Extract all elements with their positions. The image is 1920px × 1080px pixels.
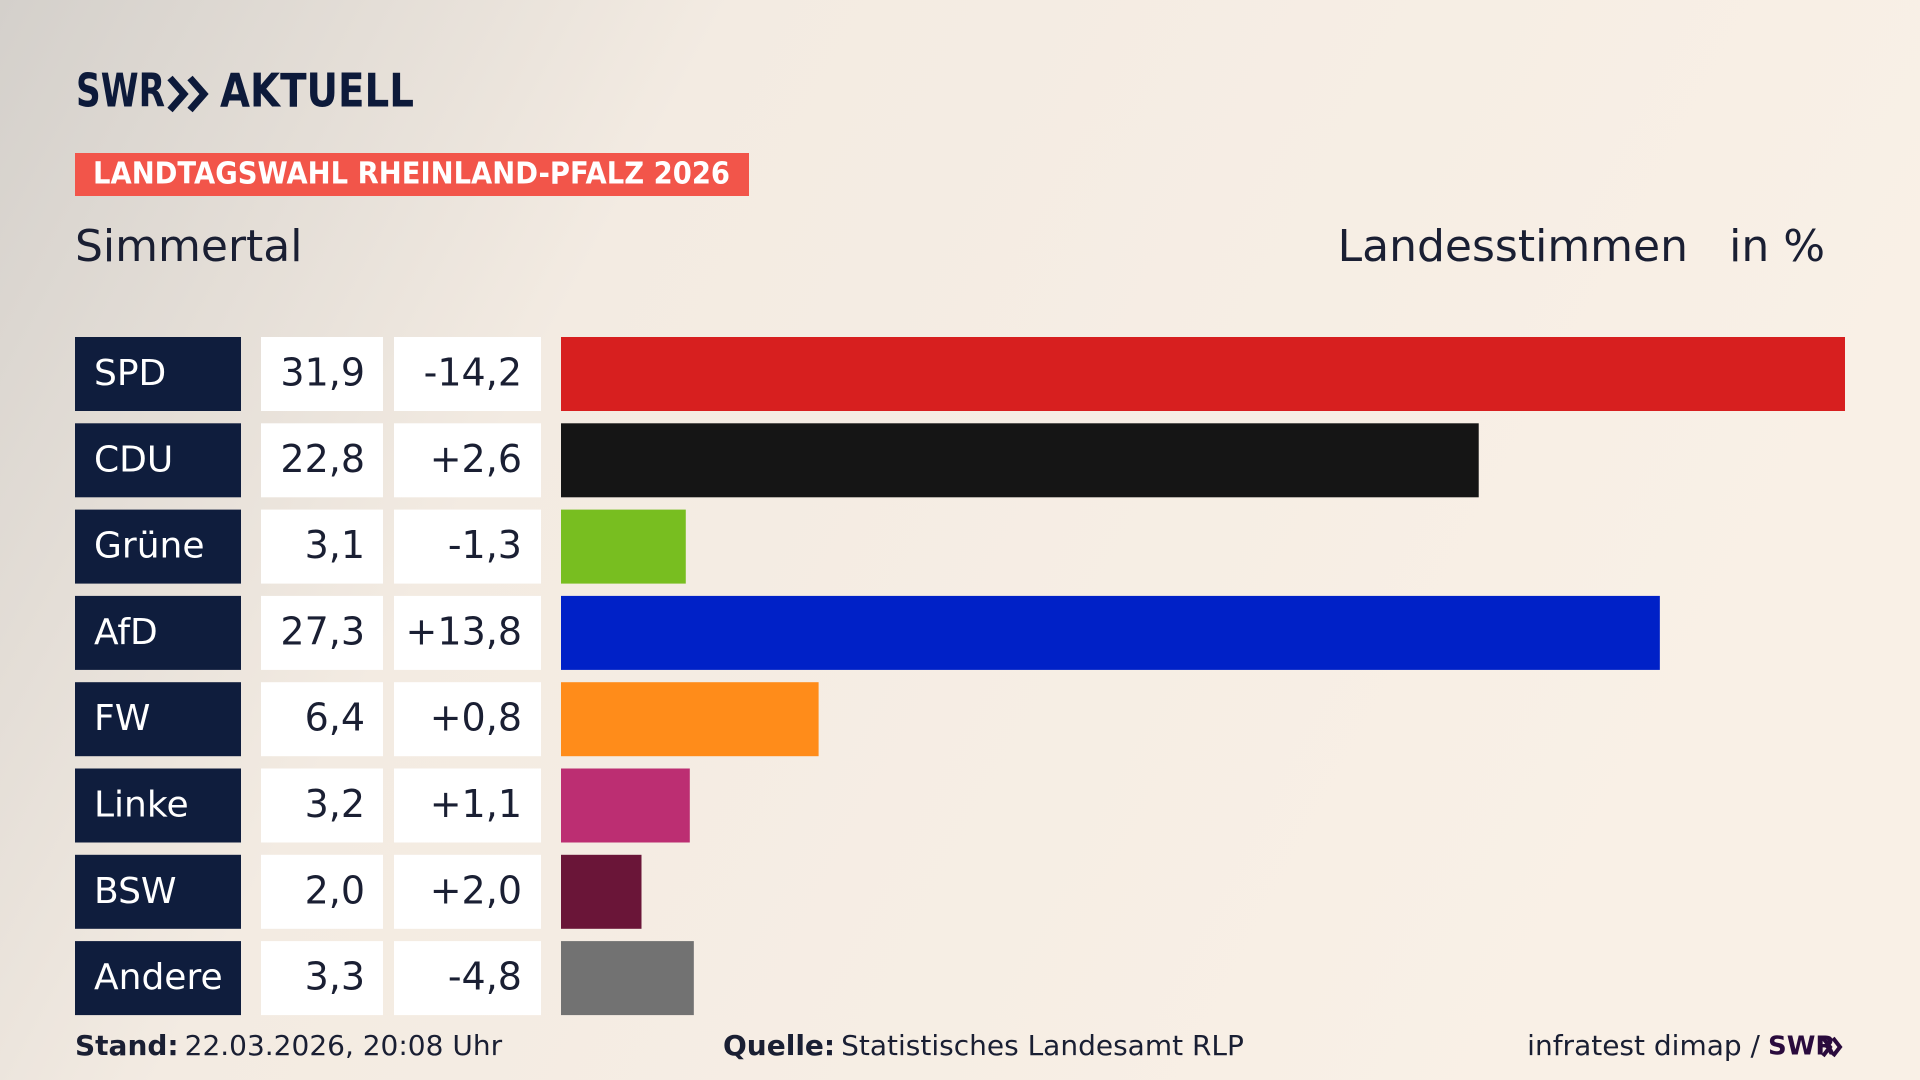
- logo: SWR: [76, 64, 165, 118]
- credit-chevron: [1831, 1036, 1843, 1058]
- party-cell: [75, 941, 241, 1016]
- bar: [561, 509, 686, 584]
- change-cell: [394, 768, 541, 843]
- change-cell: [394, 595, 541, 670]
- value-cell: [261, 768, 383, 843]
- party-name: Linke: [94, 785, 189, 826]
- bar: [561, 595, 1660, 670]
- change-cell: [394, 337, 541, 411]
- credit-logo: SWR: [1768, 1032, 1835, 1062]
- axis-label: Landesstimmen: [1338, 221, 1688, 272]
- party-name: BSW: [94, 871, 177, 912]
- value-label: 22,8: [280, 437, 365, 481]
- stand-value: 22.03.2026, 20:08 Uhr: [185, 1029, 503, 1062]
- chart-title: LANDTAGSWAHL RHEINLAND-PFALZ 2026: [93, 157, 730, 192]
- stand-label: Stand:: [75, 1029, 179, 1062]
- value-cell: [261, 854, 383, 929]
- change-cell: [394, 423, 541, 498]
- change-label: +1,1: [430, 782, 522, 826]
- stand: Stand: 22.03.2026, 20:08 Uhr: [75, 1029, 503, 1062]
- source-value: Statistisches Landesamt RLP: [841, 1029, 1244, 1062]
- bar: [561, 941, 694, 1016]
- subtitle: Simmertal: [75, 221, 302, 272]
- logo-chevron: [167, 75, 189, 113]
- bar: [561, 337, 1845, 411]
- logo-name: AKTUELL: [220, 64, 414, 118]
- change-label: +2,6: [430, 437, 522, 481]
- value-cell: [261, 595, 383, 670]
- party-name: FW: [94, 698, 150, 739]
- bar: [561, 768, 690, 843]
- value-cell: [261, 941, 383, 1016]
- value-label: 3,2: [305, 782, 365, 826]
- value-label: 27,3: [280, 609, 365, 653]
- unit-label: in %: [1729, 221, 1825, 272]
- bar: [561, 423, 1479, 498]
- bar: [561, 682, 819, 757]
- party-cell: [75, 509, 241, 584]
- credit-chevron: [1821, 1036, 1833, 1058]
- change-cell: [394, 854, 541, 929]
- party-name: AfD: [94, 612, 158, 653]
- party-name: CDU: [94, 439, 173, 480]
- party-name: SPD: [94, 353, 166, 394]
- logo-chevron: [187, 75, 209, 113]
- change-cell: [394, 682, 541, 757]
- source-label: Quelle:: [723, 1029, 835, 1062]
- change-label: +0,8: [430, 696, 522, 740]
- value-cell: [261, 509, 383, 584]
- party-name: Andere: [94, 957, 223, 998]
- party-cell: [75, 423, 241, 498]
- party-cell: [75, 854, 241, 929]
- change-cell: [394, 941, 541, 1016]
- change-cell: [394, 509, 541, 584]
- value-label: 6,4: [305, 696, 365, 740]
- value-cell: [261, 423, 383, 498]
- change-label: -4,8: [448, 955, 522, 999]
- party-cell: [75, 768, 241, 843]
- change-label: -1,3: [448, 523, 522, 567]
- change-label: -14,2: [424, 351, 522, 395]
- value-label: 31,9: [280, 351, 365, 395]
- value-cell: [261, 682, 383, 757]
- value-label: 3,1: [305, 523, 365, 567]
- credit: infratest dimap /: [1527, 1029, 1760, 1062]
- source: Quelle: Statistisches Landesamt RLP: [723, 1029, 1244, 1062]
- value-cell: [261, 337, 383, 411]
- party-cell: [75, 682, 241, 757]
- change-label: +2,0: [430, 868, 522, 912]
- bar: [561, 854, 642, 929]
- value-label: 2,0: [305, 868, 365, 912]
- party-cell: [75, 337, 241, 411]
- change-label: +13,8: [406, 609, 522, 653]
- value-label: 3,3: [305, 955, 365, 999]
- party-cell: [75, 595, 241, 670]
- rows: SPD 31,9 -14,2 CDU 22,8 +2,6 Grüne 3,1 -1,3 AfD 27…: [75, 337, 1845, 1016]
- title-badge: [75, 153, 749, 196]
- party-name: Grüne: [94, 526, 204, 567]
